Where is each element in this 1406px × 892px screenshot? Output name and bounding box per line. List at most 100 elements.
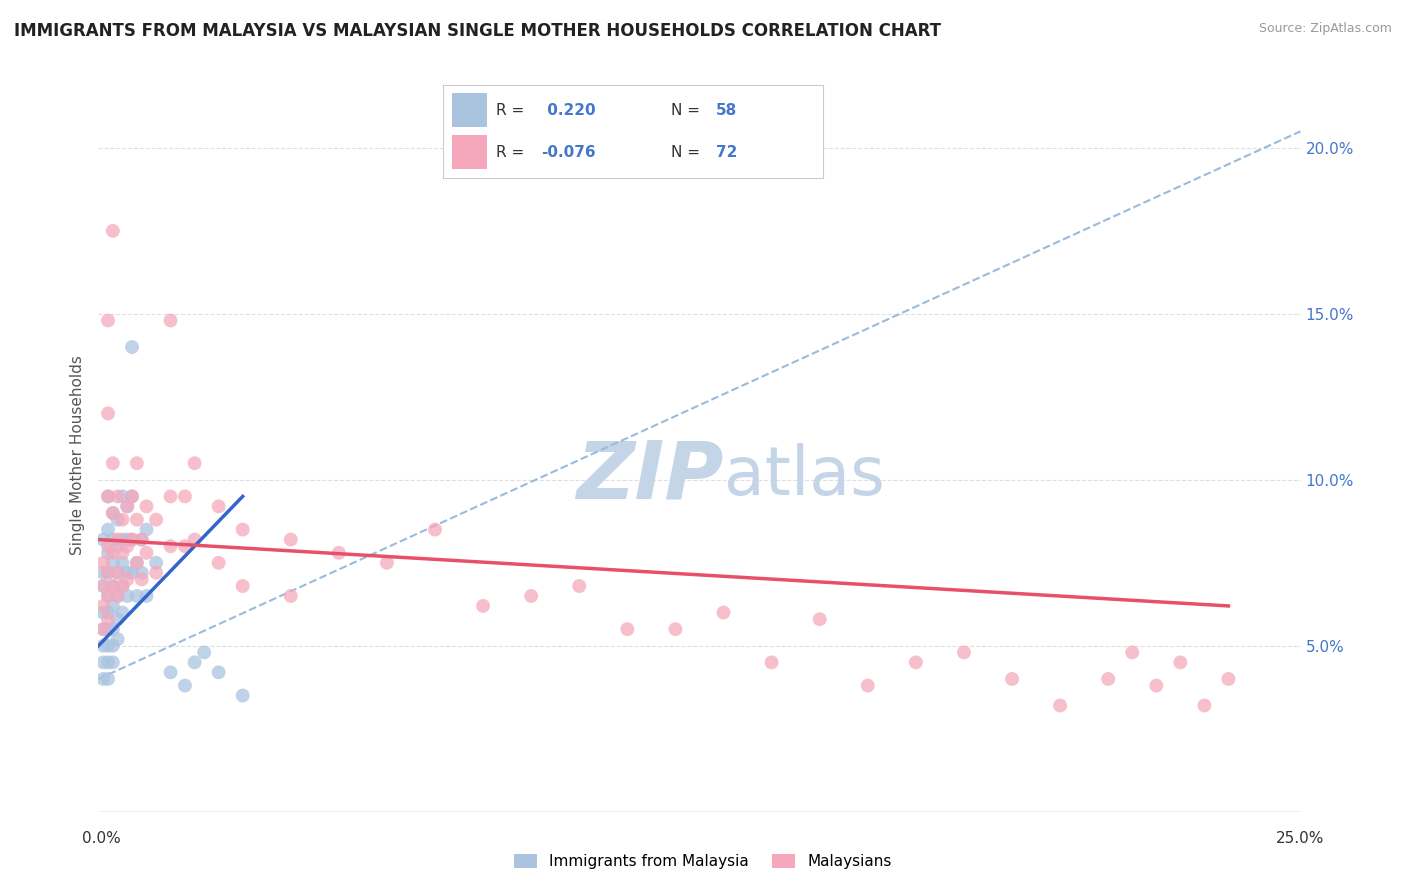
Point <box>232 579 254 593</box>
Point <box>97 566 120 580</box>
Text: R =: R = <box>496 145 529 160</box>
Point <box>423 523 446 537</box>
Point <box>472 599 495 613</box>
Text: 0.220: 0.220 <box>541 103 595 118</box>
Point <box>101 622 124 636</box>
Point <box>101 579 124 593</box>
Point <box>131 573 153 587</box>
Point <box>280 589 302 603</box>
Point <box>159 665 181 680</box>
Point <box>107 632 129 647</box>
Point <box>131 566 153 580</box>
Point <box>375 556 398 570</box>
Point <box>97 606 120 620</box>
Point <box>111 513 134 527</box>
Point <box>1170 656 1192 670</box>
Point <box>91 606 114 620</box>
Point <box>91 533 114 547</box>
Point <box>101 599 124 613</box>
Point <box>91 566 114 580</box>
Text: N =: N = <box>671 103 704 118</box>
Point <box>174 490 197 504</box>
Point <box>135 589 157 603</box>
Point <box>97 612 120 626</box>
Point <box>159 490 181 504</box>
Point <box>91 656 114 670</box>
Point <box>174 539 197 553</box>
Point <box>121 533 143 547</box>
Point <box>117 500 139 514</box>
Point <box>616 622 638 636</box>
Point <box>117 573 139 587</box>
Text: 72: 72 <box>716 145 738 160</box>
Text: R =: R = <box>496 103 529 118</box>
Text: Source: ZipAtlas.com: Source: ZipAtlas.com <box>1258 22 1392 36</box>
Point <box>91 639 114 653</box>
Point <box>97 589 120 603</box>
Point <box>101 639 124 653</box>
Legend: Immigrants from Malaysia, Malaysians: Immigrants from Malaysia, Malaysians <box>508 848 898 875</box>
Point <box>183 456 205 470</box>
Text: -0.076: -0.076 <box>541 145 596 160</box>
Point <box>107 566 129 580</box>
Point <box>125 513 148 527</box>
Point <box>761 656 783 670</box>
Point <box>280 533 302 547</box>
Point <box>953 645 976 659</box>
Point <box>1049 698 1071 713</box>
Point <box>107 533 129 547</box>
Point <box>568 579 591 593</box>
Point <box>664 622 686 636</box>
Point <box>1121 645 1143 659</box>
Point <box>125 556 148 570</box>
Point <box>328 546 350 560</box>
Point <box>808 612 831 626</box>
Point <box>117 500 139 514</box>
Point <box>107 490 129 504</box>
Point <box>97 490 120 504</box>
Point <box>135 523 157 537</box>
Point <box>91 599 114 613</box>
Point <box>145 566 167 580</box>
Point <box>145 556 167 570</box>
Point <box>208 665 231 680</box>
Point <box>208 500 231 514</box>
Text: ZIP: ZIP <box>576 437 724 516</box>
Point <box>91 622 114 636</box>
Point <box>1194 698 1216 713</box>
Point <box>193 645 215 659</box>
Point <box>159 313 181 327</box>
Point <box>856 679 879 693</box>
Point <box>145 513 167 527</box>
Point <box>183 533 205 547</box>
Point <box>101 546 124 560</box>
Text: atlas: atlas <box>724 443 884 509</box>
Bar <box>453 93 486 127</box>
Point <box>97 672 120 686</box>
Point <box>101 579 124 593</box>
Point <box>91 556 114 570</box>
Text: IMMIGRANTS FROM MALAYSIA VS MALAYSIAN SINGLE MOTHER HOUSEHOLDS CORRELATION CHART: IMMIGRANTS FROM MALAYSIA VS MALAYSIAN SI… <box>14 22 941 40</box>
Point <box>520 589 543 603</box>
Point <box>91 622 114 636</box>
Point <box>111 533 134 547</box>
Point <box>1097 672 1119 686</box>
Point <box>117 539 139 553</box>
Point <box>121 490 143 504</box>
Point <box>101 506 124 520</box>
Point <box>97 539 120 553</box>
Point <box>97 589 120 603</box>
Y-axis label: Single Mother Households: Single Mother Households <box>70 355 86 555</box>
Point <box>101 456 124 470</box>
Point <box>117 589 139 603</box>
Point <box>1218 672 1240 686</box>
Point <box>111 579 134 593</box>
Point <box>97 566 120 580</box>
Point <box>135 500 157 514</box>
Point <box>125 556 148 570</box>
Point <box>183 656 205 670</box>
Point <box>97 546 120 560</box>
Point <box>97 622 120 636</box>
Point <box>121 490 143 504</box>
Point <box>121 340 143 354</box>
